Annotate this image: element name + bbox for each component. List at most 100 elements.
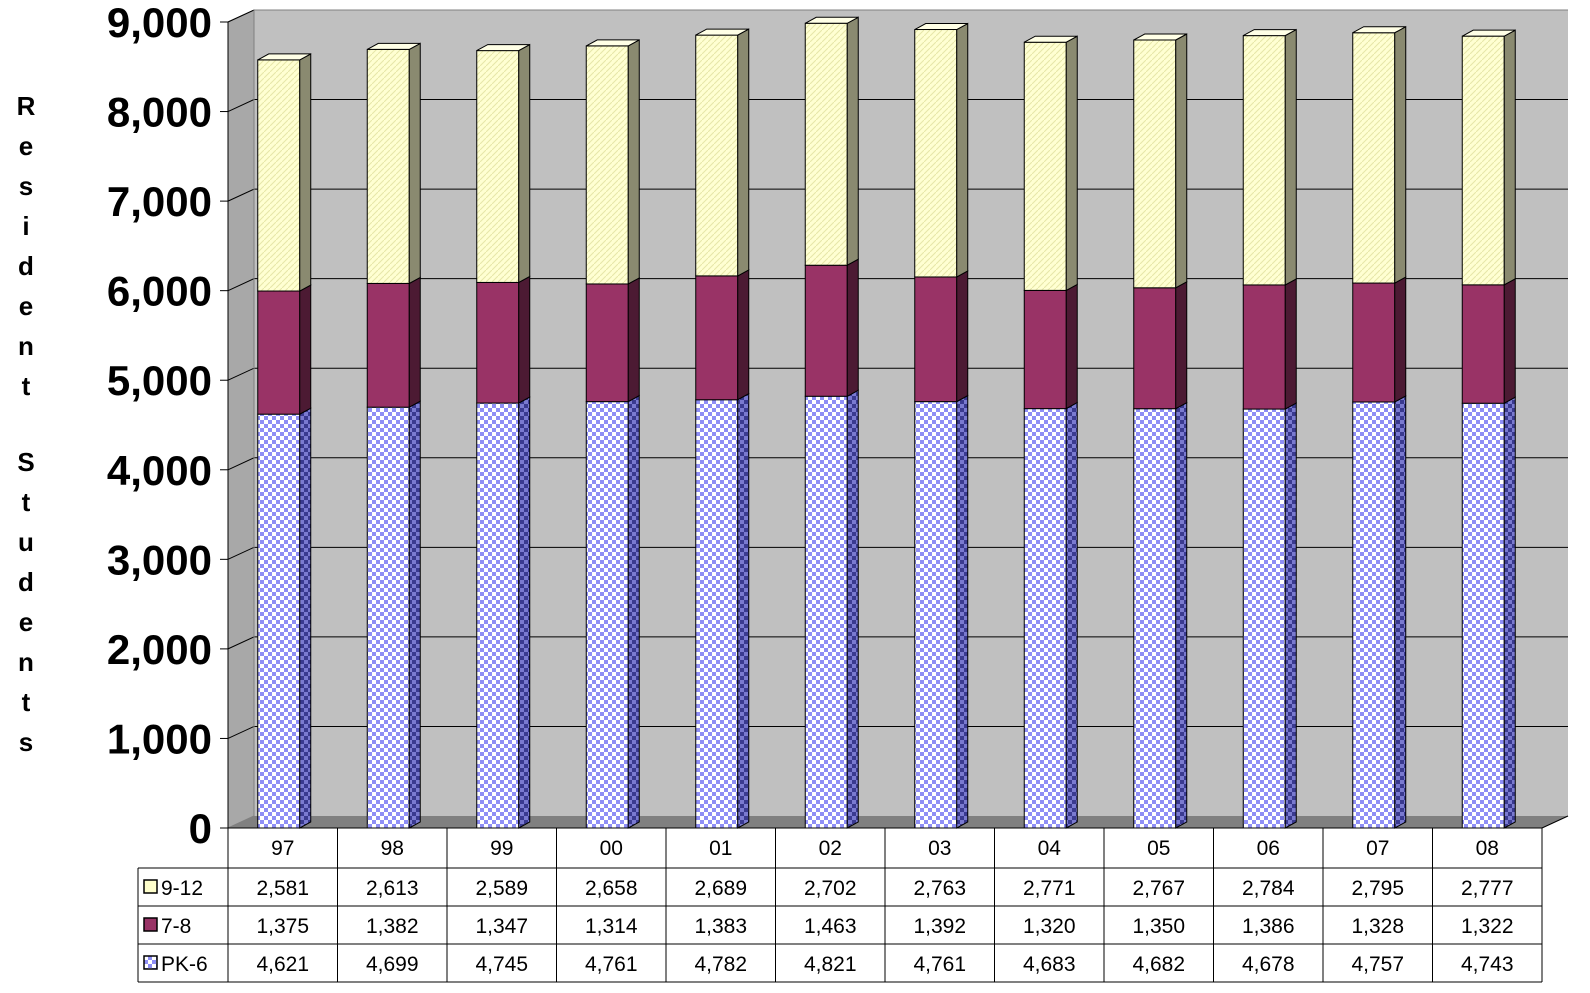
- table-cell: 1,375: [256, 915, 309, 938]
- bar-9-12-02: [804, 22, 848, 266]
- table-cell: 4,757: [1351, 953, 1404, 976]
- bar-9-12-97: [257, 59, 301, 292]
- bar-9-12-04: [1023, 41, 1067, 291]
- y-tick-label: 4,000: [107, 447, 212, 494]
- bar-9-12-03: [914, 29, 958, 278]
- bar-side-7-8-04: [1065, 283, 1078, 410]
- table-cell: 4,821: [804, 953, 857, 976]
- bar-PK-6-06: [1242, 408, 1286, 829]
- table-cell: 2,795: [1351, 877, 1404, 900]
- bar-side-7-8-01: [737, 269, 750, 401]
- bar-side-7-8-06: [1284, 278, 1297, 410]
- bar-9-12-99: [476, 50, 520, 283]
- bar-top-02: [805, 16, 859, 24]
- bar-7-8-06: [1242, 284, 1286, 410]
- x-tick-label: 00: [600, 837, 623, 860]
- back-wall: [254, 10, 1568, 816]
- y-axis-title-letter: u: [18, 527, 34, 557]
- y-axis-title-letter: t: [21, 487, 31, 517]
- bar-top-03: [914, 23, 968, 31]
- bar-7-8-02: [804, 264, 848, 397]
- y-axis-title-letter: e: [18, 607, 34, 637]
- bar-side-9-12-00: [627, 39, 640, 285]
- y-tick-label: 0: [189, 805, 212, 852]
- bar-9-12-08: [1461, 35, 1505, 286]
- table-cell: 2,767: [1132, 877, 1185, 900]
- table-cell: 4,682: [1132, 953, 1185, 976]
- table-cell: 1,314: [585, 915, 638, 938]
- side-wall: [227, 9, 255, 829]
- bar-7-8-01: [695, 275, 739, 401]
- table-cell: 4,683: [1023, 953, 1076, 976]
- bar-side-9-12-02: [846, 16, 859, 267]
- table-cell: 1,382: [366, 915, 419, 938]
- y-tick-label: 8,000: [107, 89, 212, 136]
- bar-stack-98: [366, 42, 421, 829]
- bar-7-8-07: [1352, 282, 1396, 403]
- y-axis-title-letter: n: [18, 647, 34, 677]
- bar-7-8-00: [585, 283, 629, 403]
- bar-PK-6-00: [585, 401, 629, 829]
- table-cell: 2,658: [585, 877, 638, 900]
- table-cell: 4,761: [913, 953, 966, 976]
- bar-side-7-8-03: [956, 270, 969, 403]
- bar-stack-05: [1133, 33, 1188, 829]
- bar-side-PK-6-08: [1503, 396, 1516, 829]
- bar-top-99: [476, 44, 530, 52]
- x-tick-label: 06: [1257, 837, 1280, 860]
- bar-side-9-12-04: [1065, 35, 1078, 292]
- bar-7-8-98: [366, 282, 410, 408]
- y-tick-label: 6,000: [107, 268, 212, 315]
- table-cell: 1,347: [475, 915, 528, 938]
- bar-PK-6-98: [366, 406, 410, 829]
- table-rule: [1541, 815, 1569, 829]
- bar-9-12-07: [1352, 32, 1396, 284]
- y-axis-title-letter: i: [22, 211, 30, 241]
- table-cell: 1,386: [1242, 915, 1295, 938]
- table-cell: 2,771: [1023, 877, 1076, 900]
- y-axis-title-letter: S: [17, 447, 35, 477]
- bar-side-PK-6-06: [1284, 402, 1297, 829]
- table-cell: 2,589: [475, 877, 528, 900]
- bar-stack-03: [914, 22, 969, 829]
- bar-7-8-05: [1133, 287, 1177, 410]
- x-tick-label: 03: [928, 837, 951, 860]
- x-tick-label: 01: [709, 837, 732, 860]
- bar-stack-06: [1242, 28, 1297, 829]
- y-axis: 0 1,000 2,000 3,000 4,000 5,000 6,000 7,000 8,00…: [107, 0, 229, 852]
- y-tick-label: 3,000: [107, 536, 212, 583]
- table-cell: 4,761: [585, 953, 638, 976]
- table-cell: 2,702: [804, 877, 857, 900]
- bar-side-PK-6-98: [408, 400, 421, 829]
- legend-label: 9-12: [161, 877, 203, 900]
- y-tick-label: 7,000: [107, 178, 212, 225]
- table-cell: 2,763: [913, 877, 966, 900]
- bar-top-06: [1243, 29, 1297, 37]
- bar-stack-01: [695, 28, 750, 829]
- table-cell: 4,621: [256, 953, 309, 976]
- x-tick-label: 07: [1366, 837, 1389, 860]
- bar-side-7-8-99: [518, 275, 531, 404]
- bar-PK-6-05: [1133, 408, 1177, 829]
- bar-top-07: [1352, 26, 1406, 34]
- x-tick-label: 97: [271, 837, 294, 860]
- table-cell: 4,699: [366, 953, 419, 976]
- bar-PK-6-01: [695, 399, 739, 829]
- bar-stack-07: [1352, 25, 1407, 829]
- bar-9-12-06: [1242, 35, 1286, 286]
- bar-side-9-12-97: [299, 53, 312, 292]
- floor: [228, 816, 1568, 828]
- bar-stack-99: [476, 43, 531, 829]
- table-cell: 2,613: [366, 877, 419, 900]
- y-axis-title-letter: e: [18, 291, 34, 321]
- bar-PK-6-02: [804, 395, 848, 829]
- bar-stack-08: [1461, 29, 1516, 829]
- bar-stack-02: [804, 16, 859, 829]
- bar-side-PK-6-07: [1394, 395, 1407, 829]
- bar-side-9-12-01: [737, 28, 750, 277]
- y-tick-label: 2,000: [107, 626, 212, 673]
- x-tick-label: 08: [1476, 837, 1499, 860]
- bar-side-9-12-03: [956, 22, 969, 278]
- bar-side-PK-6-00: [627, 394, 640, 829]
